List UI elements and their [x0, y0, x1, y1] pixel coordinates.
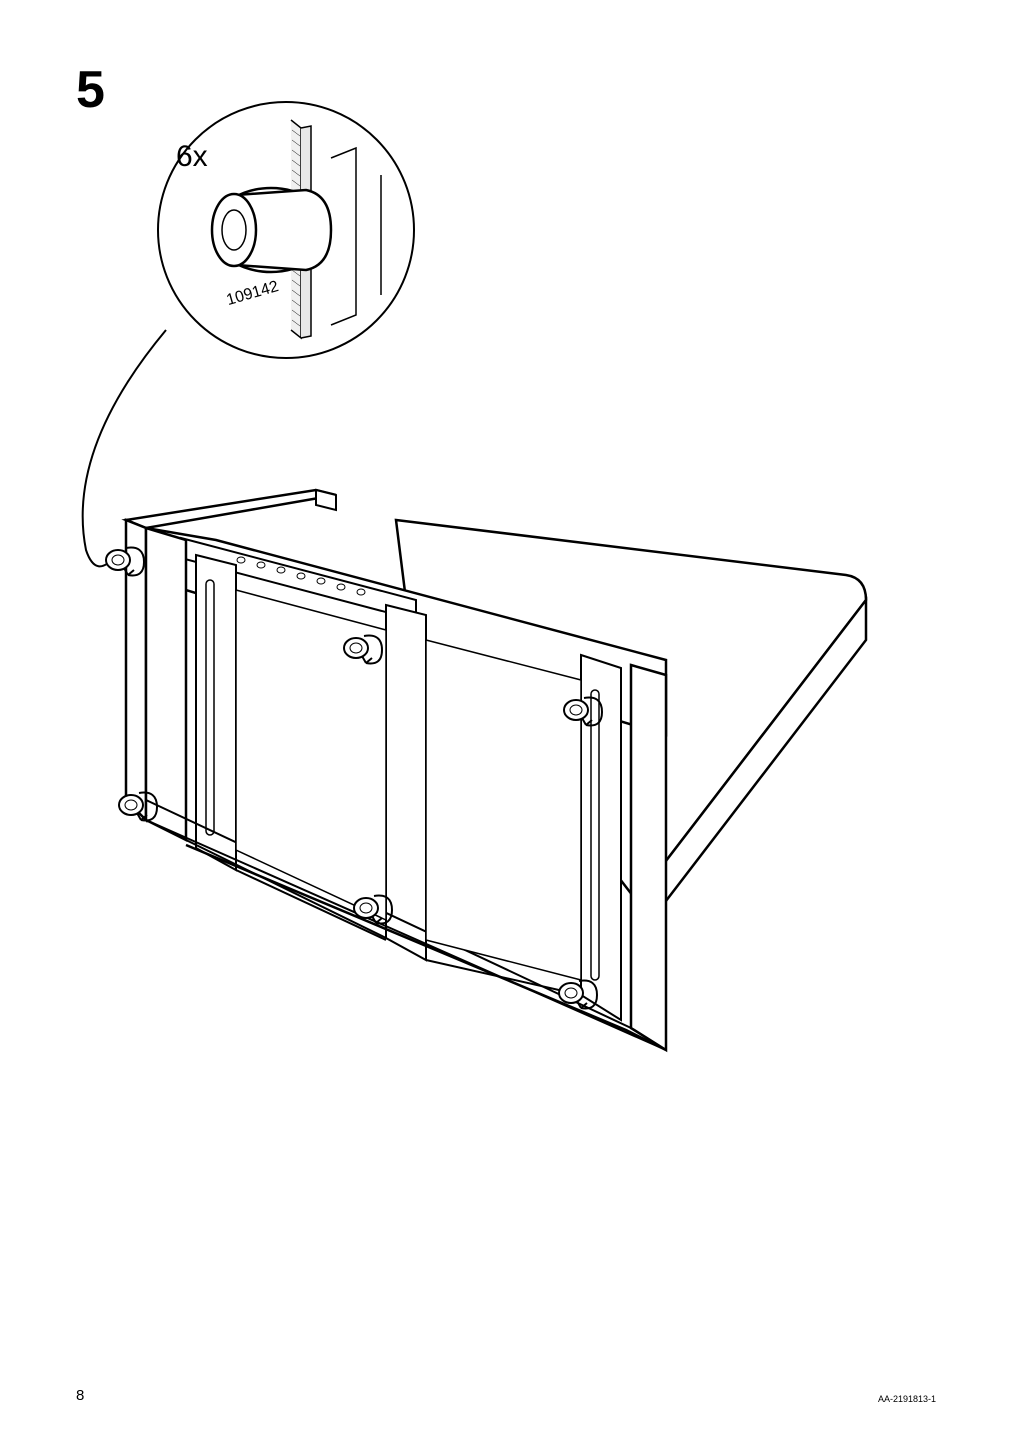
assembly-diagram: 6x 109142: [76, 100, 936, 1160]
document-id: AA-2191813-1: [878, 1394, 936, 1404]
callout-quantity: 6x: [176, 140, 208, 174]
page-number: 8: [76, 1387, 84, 1404]
furniture-body: [126, 490, 866, 1050]
